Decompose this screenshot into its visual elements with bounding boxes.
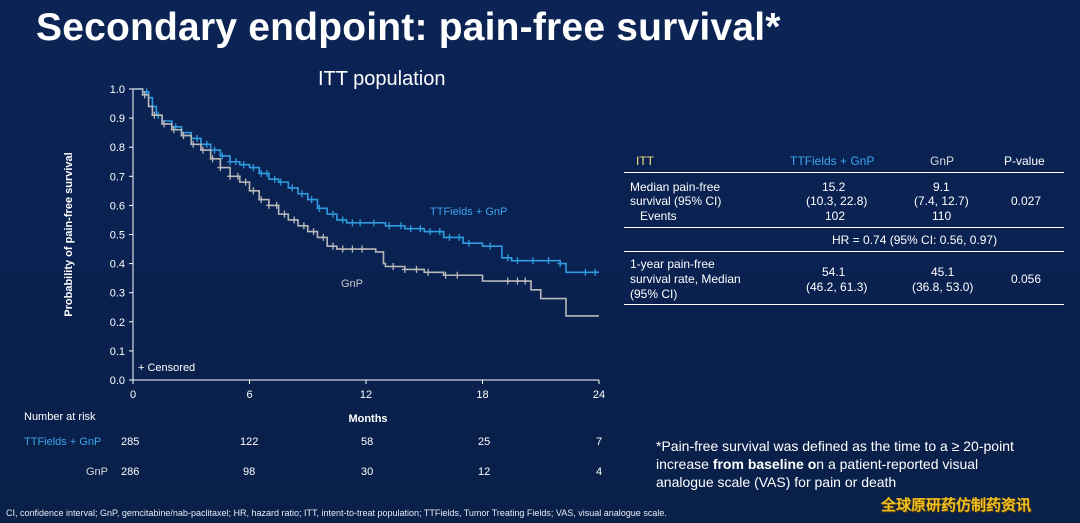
watermark: 全球原研药仿制药资讯: [881, 497, 1032, 514]
risk-count: 30: [361, 466, 374, 478]
risk-count: 58: [361, 436, 374, 448]
results-divider: [624, 227, 1064, 228]
events-gnp: 110: [932, 209, 952, 223]
survival-curve: [133, 88, 599, 274]
results-divider: [624, 172, 1064, 173]
median-label-2: survival (95% CI): [630, 194, 722, 208]
x-tick-label: 24: [593, 389, 605, 401]
risk-count: 7: [596, 436, 603, 448]
risk-count: 286: [121, 466, 140, 478]
x-tick-label: 0: [130, 389, 136, 401]
y-tick-label: 0.2: [110, 317, 125, 329]
oneyear-label-1: 1-year pain-free: [630, 257, 715, 271]
abbreviations: CI, confidence interval; GnP, gemcitabin…: [6, 508, 667, 518]
y-tick-label: 0.1: [110, 346, 125, 358]
risk-row-label: GnP: [86, 466, 109, 478]
risk-header: Number at risk: [24, 411, 96, 423]
footnote-bold: from baseline o: [712, 456, 817, 472]
results-divider: [624, 304, 1064, 305]
risk-count: 4: [596, 466, 603, 478]
footnote: *Pain-free survival was defined as the t…: [656, 437, 1026, 491]
risk-count: 12: [478, 466, 491, 478]
risk-count: 122: [240, 436, 259, 448]
series-label-ttfields: TTFields + GnP: [430, 206, 507, 218]
series-ttfields-gnp: [133, 88, 599, 276]
series-label-gnp: GnP: [341, 278, 363, 290]
y-tick-label: 0.3: [110, 288, 125, 300]
oneyear-gnp: 45.1: [931, 265, 955, 279]
median-pvalue: 0.027: [1011, 194, 1042, 208]
footnote-text: *Pain-free survival was defined as the t…: [656, 438, 1014, 472]
y-tick-label: 1.0: [110, 84, 125, 96]
oneyear-ttf-ci: (46.2, 61.3): [806, 280, 868, 294]
risk-row-label: TTFields + GnP: [24, 436, 102, 448]
events-ttf: 102: [825, 209, 846, 223]
median-gnp-ci: (7.4, 12.7): [914, 194, 969, 208]
x-axis-label: Months: [348, 413, 387, 425]
survival-curve: [133, 88, 599, 317]
series-gnp: [133, 88, 599, 317]
oneyear-pvalue: 0.056: [1011, 272, 1042, 286]
events-label: Events: [640, 209, 677, 223]
median-label-1: Median pain-free: [630, 180, 721, 194]
risk-count: 25: [478, 436, 491, 448]
x-tick-label: 12: [360, 389, 372, 401]
oneyear-label-3: (95% CI): [630, 287, 678, 301]
results-header-itt: ITT: [636, 154, 654, 168]
results-header-gnp: GnP: [930, 154, 955, 168]
chart-subtitle: ITT population: [318, 68, 446, 90]
y-tick-label: 0.5: [110, 230, 125, 242]
y-tick-label: 0.9: [110, 113, 125, 125]
y-tick-label: 0.4: [110, 259, 125, 271]
oneyear-label-2: survival rate, Median: [630, 272, 741, 286]
results-header-pvalue: P-value: [1004, 154, 1045, 168]
median-ttf-ci: (10.3, 22.8): [806, 194, 868, 208]
x-tick-label: 18: [476, 389, 488, 401]
y-tick-label: 0.0: [110, 375, 125, 387]
oneyear-ttf: 54.1: [822, 265, 846, 279]
y-axis-label: Probability of pain-free survival: [63, 152, 75, 316]
hazard-ratio: HR = 0.74 (95% CI: 0.56, 0.97): [832, 233, 998, 247]
results-header-ttfields: TTFields + GnP: [790, 154, 875, 168]
results-divider: [624, 251, 1064, 252]
x-tick-label: 6: [246, 389, 252, 401]
censored-legend: + Censored: [138, 362, 195, 374]
page-title: Secondary endpoint: pain-free survival*: [36, 6, 781, 49]
oneyear-gnp-ci: (36.8, 53.0): [912, 280, 974, 294]
median-gnp: 9.1: [933, 180, 950, 194]
risk-count: 285: [121, 436, 140, 448]
risk-count: 98: [243, 466, 256, 478]
y-tick-label: 0.6: [110, 200, 125, 212]
footnote-text: n a patient-reported visual analogue sca…: [656, 456, 979, 490]
y-tick-label: 0.8: [110, 142, 125, 154]
median-ttf: 15.2: [822, 180, 846, 194]
y-tick-label: 0.7: [110, 171, 125, 183]
